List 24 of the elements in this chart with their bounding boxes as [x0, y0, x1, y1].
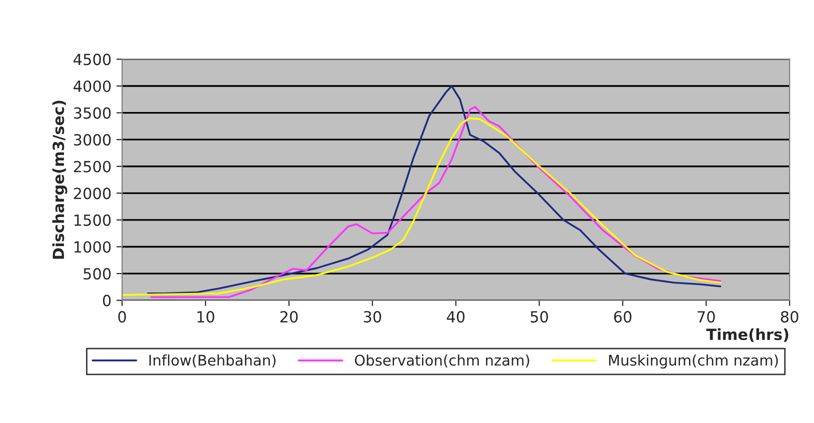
x-axis-title: Time(hrs)	[706, 328, 788, 342]
legend-label: Muskingum(chm nzam)	[609, 354, 778, 369]
y-tick-label: 1000	[74, 241, 111, 253]
x-tick-label: 80	[780, 311, 798, 323]
x-tick-label: 50	[530, 311, 548, 323]
legend-label: Inflow(Behbahan)	[149, 354, 276, 368]
y-axis-title: Discharge(m3/sec)	[52, 100, 68, 259]
x-tick-label: 60	[614, 311, 632, 323]
y-tick-label: 500	[84, 268, 111, 280]
y-tick-label: 4500	[74, 54, 111, 66]
x-tick-label: 10	[197, 311, 214, 323]
y-tick-label: 3000	[74, 134, 111, 146]
y-tick-label: 0	[102, 294, 111, 306]
y-tick-label: 2000	[74, 188, 111, 200]
x-tick-label: 0	[118, 311, 126, 323]
legend-label: Observation(chm nzam)	[354, 354, 530, 368]
x-tick-label: 70	[698, 311, 715, 323]
y-tick-label: 4000	[74, 80, 111, 92]
x-tick-label: 30	[364, 311, 382, 323]
y-tick-label: 3500	[74, 107, 111, 119]
y-tick-label: 1500	[74, 214, 111, 226]
x-tick-label: 20	[280, 311, 298, 323]
x-tick-label: 40	[446, 311, 465, 323]
y-tick-label: 2500	[74, 160, 111, 172]
